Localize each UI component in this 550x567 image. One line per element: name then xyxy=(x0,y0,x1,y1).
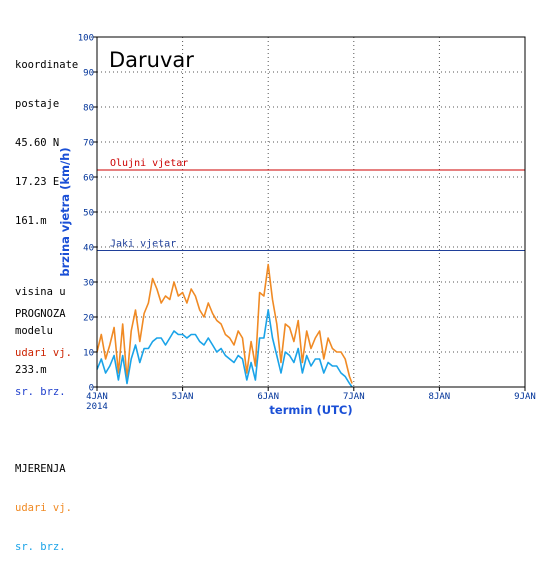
y-tick-label: 60 xyxy=(83,174,94,184)
coord-label-1: koordinate xyxy=(15,59,79,71)
chart-title: Daruvar xyxy=(109,48,194,72)
y-tick-label: 20 xyxy=(83,314,94,324)
legend-measured-mean: sr. brz. xyxy=(15,541,66,553)
legend-measured-title: MJERENJA xyxy=(15,463,66,475)
x-tick-label: 9JAN xyxy=(514,392,536,402)
x-tick-label: 8JAN xyxy=(429,392,451,402)
y-tick-labels: 0 10 20 30 40 50 60 70 80 90 100 xyxy=(78,34,97,394)
series-line xyxy=(96,309,353,388)
y-axis-label: brzina vjetra (km/h) xyxy=(58,147,72,276)
chart-series xyxy=(96,263,353,388)
wind-speed-chart: Olujni vjetar Jaki vjetar 0 10 20 30 40 50 60 70… xyxy=(58,34,536,418)
legend-forecast-gusts: udari vj. xyxy=(15,347,72,359)
model-label-2: modelu xyxy=(15,325,53,337)
coord-label-2: postaje xyxy=(15,98,60,110)
y-tick-label: 50 xyxy=(83,209,94,219)
station-elevation: 161.m xyxy=(15,215,47,227)
reference-lines: Olujni vjetar Jaki vjetar xyxy=(97,158,525,251)
reference-line-label: Olujni vjetar xyxy=(110,158,188,169)
y-tick-label: 10 xyxy=(83,349,94,359)
series-line xyxy=(96,263,353,384)
chart-grid xyxy=(97,37,525,387)
legend-forecast-mean: sr. brz. xyxy=(15,386,66,398)
station-latitude: 45.60 N xyxy=(15,137,60,149)
x-tick-label: 4JAN xyxy=(86,392,108,402)
y-tick-label: 90 xyxy=(83,69,94,79)
y-tick-label: 40 xyxy=(83,244,94,254)
x-tick-label: 5JAN xyxy=(172,392,194,402)
x-tick-label: 6JAN xyxy=(257,392,279,402)
x-tick-label: 7JAN xyxy=(343,392,365,402)
y-tick-label: 0 xyxy=(89,384,94,394)
legend-measured-gusts: udari vj. xyxy=(15,502,72,514)
y-tick-label: 30 xyxy=(83,279,94,289)
model-height: 233.m xyxy=(15,364,47,376)
reference-line-label: Jaki vjetar xyxy=(110,239,176,250)
y-tick-label: 80 xyxy=(83,104,94,114)
station-longitude: 17.23 E xyxy=(15,176,60,188)
station-info: koordinate postaje 45.60 N 17.23 E 161.m… xyxy=(15,33,78,390)
x-tick-sublabel: 2014 xyxy=(86,402,108,412)
model-label-1: visina u xyxy=(15,286,66,298)
legend-forecast-title: PROGNOZA xyxy=(15,308,66,320)
y-tick-label: 100 xyxy=(78,34,94,44)
y-tick-label: 70 xyxy=(83,139,94,149)
x-axis-label: termin (UTC) xyxy=(269,403,352,417)
